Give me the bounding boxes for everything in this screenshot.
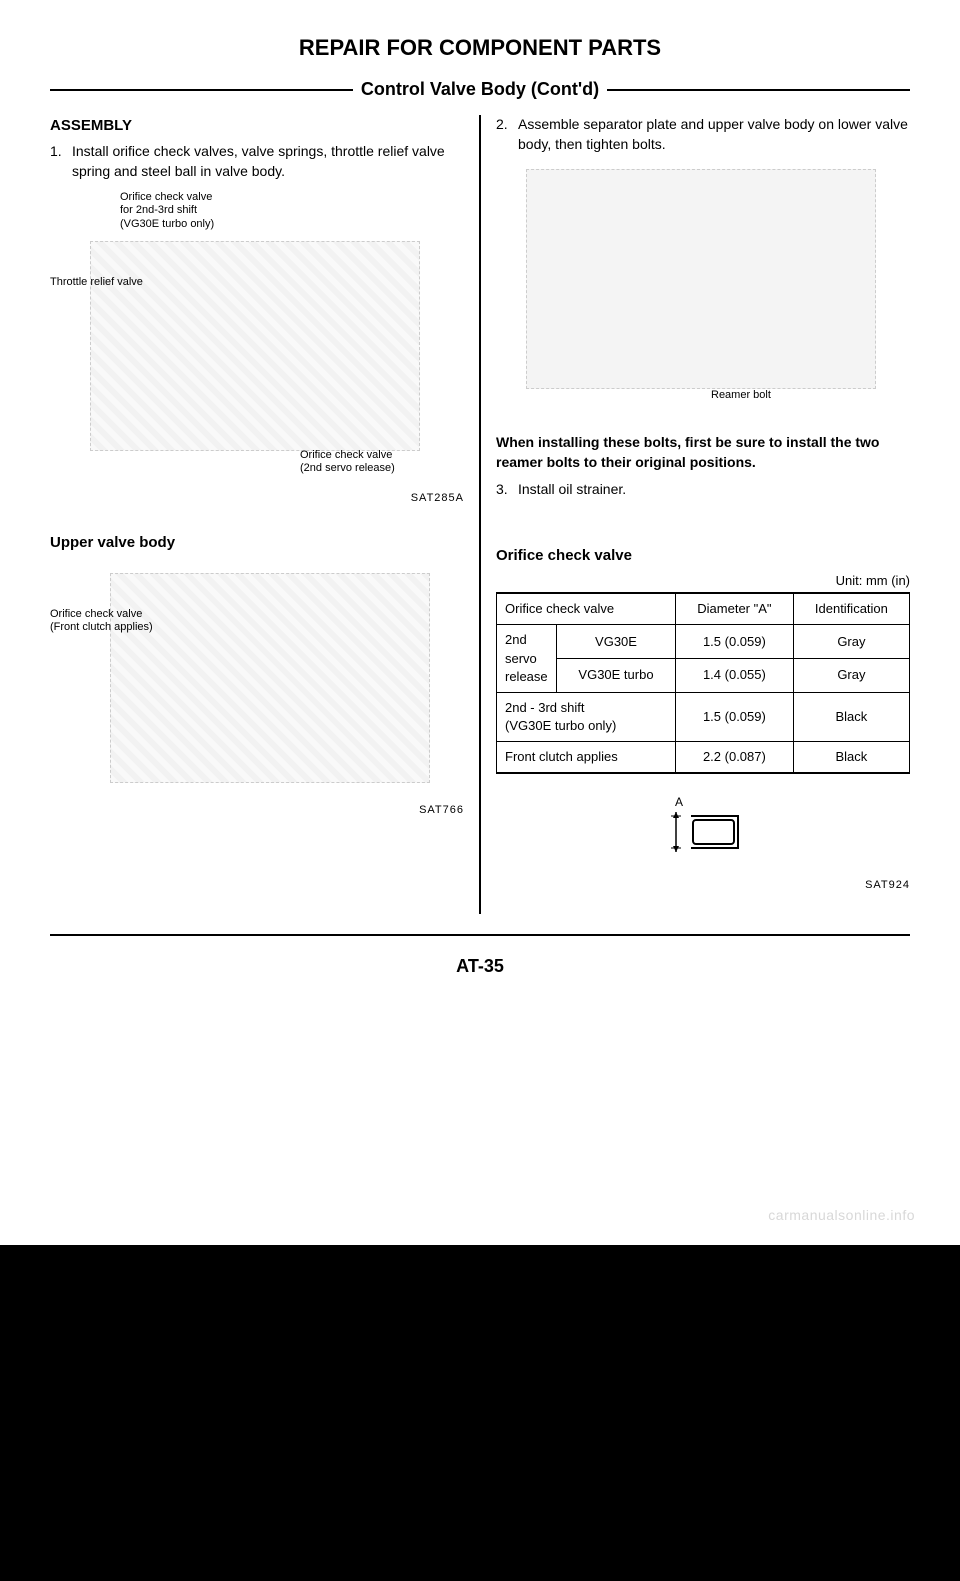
step-2-text: Assemble separator plate and upper valve… — [518, 115, 910, 154]
th-valve: Orifice check valve — [497, 593, 676, 625]
page-title: REPAIR FOR COMPONENT PARTS — [50, 35, 910, 61]
figure-1-drawing — [90, 241, 420, 451]
th-diameter: Diameter "A" — [675, 593, 793, 625]
cell-r2-2: Black — [793, 692, 909, 741]
cell-r2-1: 1.5 (0.059) — [675, 692, 793, 741]
cell-r1a-2: Gray — [793, 625, 909, 659]
figure-3: Reamer bolt — [496, 164, 910, 419]
figure-3-photo — [526, 169, 876, 389]
figure-2-code: SAT766 — [50, 803, 464, 818]
left-column: ASSEMBLY 1. Install orifice check valves… — [50, 115, 481, 914]
rule-right — [607, 89, 910, 91]
figure-2-label-1: Orifice check valve (Front clutch applie… — [50, 608, 153, 634]
orifice-table: Orifice check valve Diameter "A" Identif… — [496, 592, 910, 774]
assembly-heading: ASSEMBLY — [50, 115, 464, 136]
figure-1-code: SAT285A — [50, 491, 464, 506]
step-2-number: 2. — [496, 115, 518, 154]
subtitle-text: Control Valve Body (Cont'd) — [353, 79, 607, 100]
figure-2: Orifice check valve (Front clutch applie… — [50, 563, 464, 793]
cell-r3-1: 2.2 (0.087) — [675, 742, 793, 774]
table-unit: Unit: mm (in) — [496, 572, 910, 590]
cell-group: 2nd servo release — [497, 625, 557, 693]
page-number: AT-35 — [50, 956, 910, 977]
dimension-code: SAT924 — [496, 878, 910, 893]
figure-1: Orifice check valve for 2nd-3rd shift (V… — [50, 191, 464, 481]
step-3: 3. Install oil strainer. — [496, 480, 910, 500]
watermark: carmanualsonline.info — [768, 1207, 915, 1223]
table-title: Orifice check valve — [496, 545, 910, 566]
install-note: When installing these bolts, first be su… — [496, 433, 910, 472]
cell-r1b-0: VG30E turbo — [557, 659, 676, 693]
th-ident: Identification — [793, 593, 909, 625]
cell-r3-0: Front clutch applies — [497, 742, 676, 774]
cell-r1a-1: 1.5 (0.059) — [675, 625, 793, 659]
figure-2-drawing — [110, 573, 430, 783]
cell-r1a-0: VG30E — [557, 625, 676, 659]
below-page-black — [0, 1245, 960, 1581]
figure-1-label-2: Throttle relief valve — [50, 276, 143, 289]
cell-r1b-1: 1.4 (0.055) — [675, 659, 793, 693]
cell-r3-2: Black — [793, 742, 909, 774]
step-1-text: Install orifice check valves, valve spri… — [72, 142, 464, 181]
rule-left — [50, 89, 353, 91]
figure-3-label-1: Reamer bolt — [711, 389, 771, 402]
cell-r1b-2: Gray — [793, 659, 909, 693]
figure-1-label-3: Orifice check valve (2nd servo release) — [300, 449, 395, 475]
right-column: 2. Assemble separator plate and upper va… — [481, 115, 910, 914]
dimension-figure: A — [496, 794, 910, 874]
figure-1-label-1: Orifice check valve for 2nd-3rd shift (V… — [120, 191, 214, 231]
cell-r2-0: 2nd - 3rd shift (VG30E turbo only) — [497, 692, 676, 741]
step-2: 2. Assemble separator plate and upper va… — [496, 115, 910, 154]
step-3-number: 3. — [496, 480, 518, 500]
upper-body-heading: Upper valve body — [50, 532, 464, 553]
step-1-number: 1. — [50, 142, 72, 181]
step-3-text: Install oil strainer. — [518, 480, 910, 500]
dim-label-a: A — [675, 795, 683, 809]
step-1: 1. Install orifice check valves, valve s… — [50, 142, 464, 181]
section-subtitle: Control Valve Body (Cont'd) — [50, 79, 910, 100]
